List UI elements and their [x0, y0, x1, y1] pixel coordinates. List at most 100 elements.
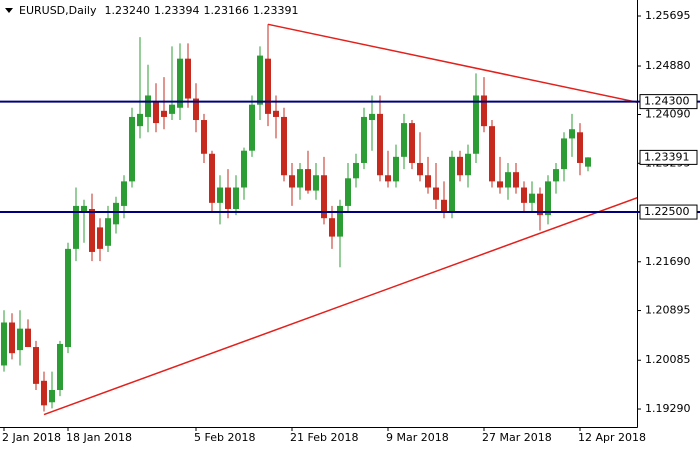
candle-body	[1, 322, 7, 366]
candle-body	[401, 123, 407, 157]
candle-body	[569, 129, 575, 139]
candle-body	[441, 199, 447, 213]
menu-arrow[interactable]	[5, 8, 13, 13]
symbol: EURUSD,Daily	[19, 4, 97, 17]
y-tick-label: 1.25695	[645, 9, 691, 22]
candle-body	[313, 175, 319, 191]
candle-body	[33, 347, 39, 384]
candle-body	[417, 162, 423, 176]
candle-body	[393, 156, 399, 182]
candle-body	[289, 175, 295, 188]
candle-body	[305, 169, 311, 191]
candle-body	[345, 178, 351, 206]
candle-body	[65, 248, 71, 348]
candle-body	[577, 132, 583, 163]
candle-body	[529, 193, 535, 203]
candle-body	[553, 169, 559, 182]
header-value: 1.23391	[253, 4, 299, 17]
candle-body	[137, 113, 143, 127]
candle-body	[233, 187, 239, 209]
candle-body	[209, 153, 215, 203]
candle-body	[321, 175, 327, 219]
candle-body	[41, 380, 47, 406]
chart-header: EURUSD,Daily 1.23240 1.23394 1.23166 1.23391	[19, 4, 298, 17]
candle-body	[153, 101, 159, 124]
candle-body	[265, 58, 271, 114]
candle-body	[481, 95, 487, 127]
candle-body	[73, 205, 79, 249]
header-value: 1.23166	[203, 4, 249, 17]
last-price-box	[639, 149, 698, 165]
candle-body	[241, 150, 247, 188]
candle-body	[329, 218, 335, 237]
candle-body	[17, 328, 23, 351]
candle-body	[97, 227, 103, 249]
candle-body	[193, 98, 199, 121]
candle-body	[249, 104, 255, 151]
candle-body	[49, 390, 55, 403]
candle-body	[513, 172, 519, 188]
candle-body	[81, 205, 87, 213]
last-price-label: 1.23391	[644, 150, 690, 163]
candle-body	[281, 116, 287, 176]
level-label-box	[639, 94, 698, 110]
candle-body	[9, 322, 15, 354]
candle-body	[257, 55, 263, 105]
candle-body	[489, 126, 495, 182]
candle-body	[545, 181, 551, 216]
level-label: 1.22500	[644, 205, 690, 218]
candle-body	[385, 175, 391, 182]
candle-body	[585, 157, 591, 167]
candle-body	[449, 156, 455, 213]
candle-body	[225, 187, 231, 209]
y-tick-label: 1.19290	[645, 402, 691, 415]
candle-body	[409, 123, 415, 163]
y-tick-label: 1.21690	[645, 255, 691, 268]
candle-body	[217, 187, 223, 203]
candle-body	[337, 205, 343, 237]
plot-area	[1, 23, 637, 416]
x-tick-label: 18 Jan 2018	[66, 431, 132, 444]
candle-body	[361, 116, 367, 163]
candle-body	[25, 328, 31, 348]
candle-body	[105, 218, 111, 246]
candle-body	[369, 113, 375, 121]
x-tick-label: 21 Feb 2018	[290, 431, 358, 444]
level-label: 1.24300	[644, 95, 690, 108]
candle-body	[169, 104, 175, 114]
candle-body	[201, 120, 207, 154]
trendline	[267, 23, 637, 103]
candle-body	[561, 138, 567, 170]
x-tick-label: 27 Mar 2018	[482, 431, 552, 444]
candle-body	[145, 95, 151, 117]
y-tick-label: 1.20895	[645, 304, 691, 317]
candle-body	[129, 116, 135, 182]
y-tick-label: 1.24090	[645, 107, 691, 120]
candle-body	[521, 187, 527, 203]
candle-body	[353, 162, 359, 179]
y-tick-label: 1.20085	[645, 353, 691, 366]
x-tick-label: 2 Jan 2018	[2, 431, 61, 444]
candle-body	[497, 181, 503, 188]
candle-body	[473, 95, 479, 154]
candle-body	[177, 58, 183, 108]
x-tick-label: 12 Apr 2018	[578, 431, 646, 444]
candle-body	[537, 193, 543, 216]
y-tick-label: 1.24880	[645, 59, 691, 72]
candle-body	[377, 113, 383, 176]
candle-body	[505, 172, 511, 188]
candle-body	[89, 208, 95, 252]
candle-body	[297, 169, 303, 188]
candle-body	[113, 202, 119, 225]
candle-body	[457, 156, 463, 176]
candle-body	[121, 181, 127, 206]
candle-body	[433, 187, 439, 200]
x-tick-label: 5 Feb 2018	[194, 431, 255, 444]
candle-body	[425, 175, 431, 188]
candle-body	[185, 58, 191, 99]
header-value: 1.23240	[104, 4, 150, 17]
level-label-box	[639, 204, 698, 220]
candle-body	[57, 343, 63, 391]
